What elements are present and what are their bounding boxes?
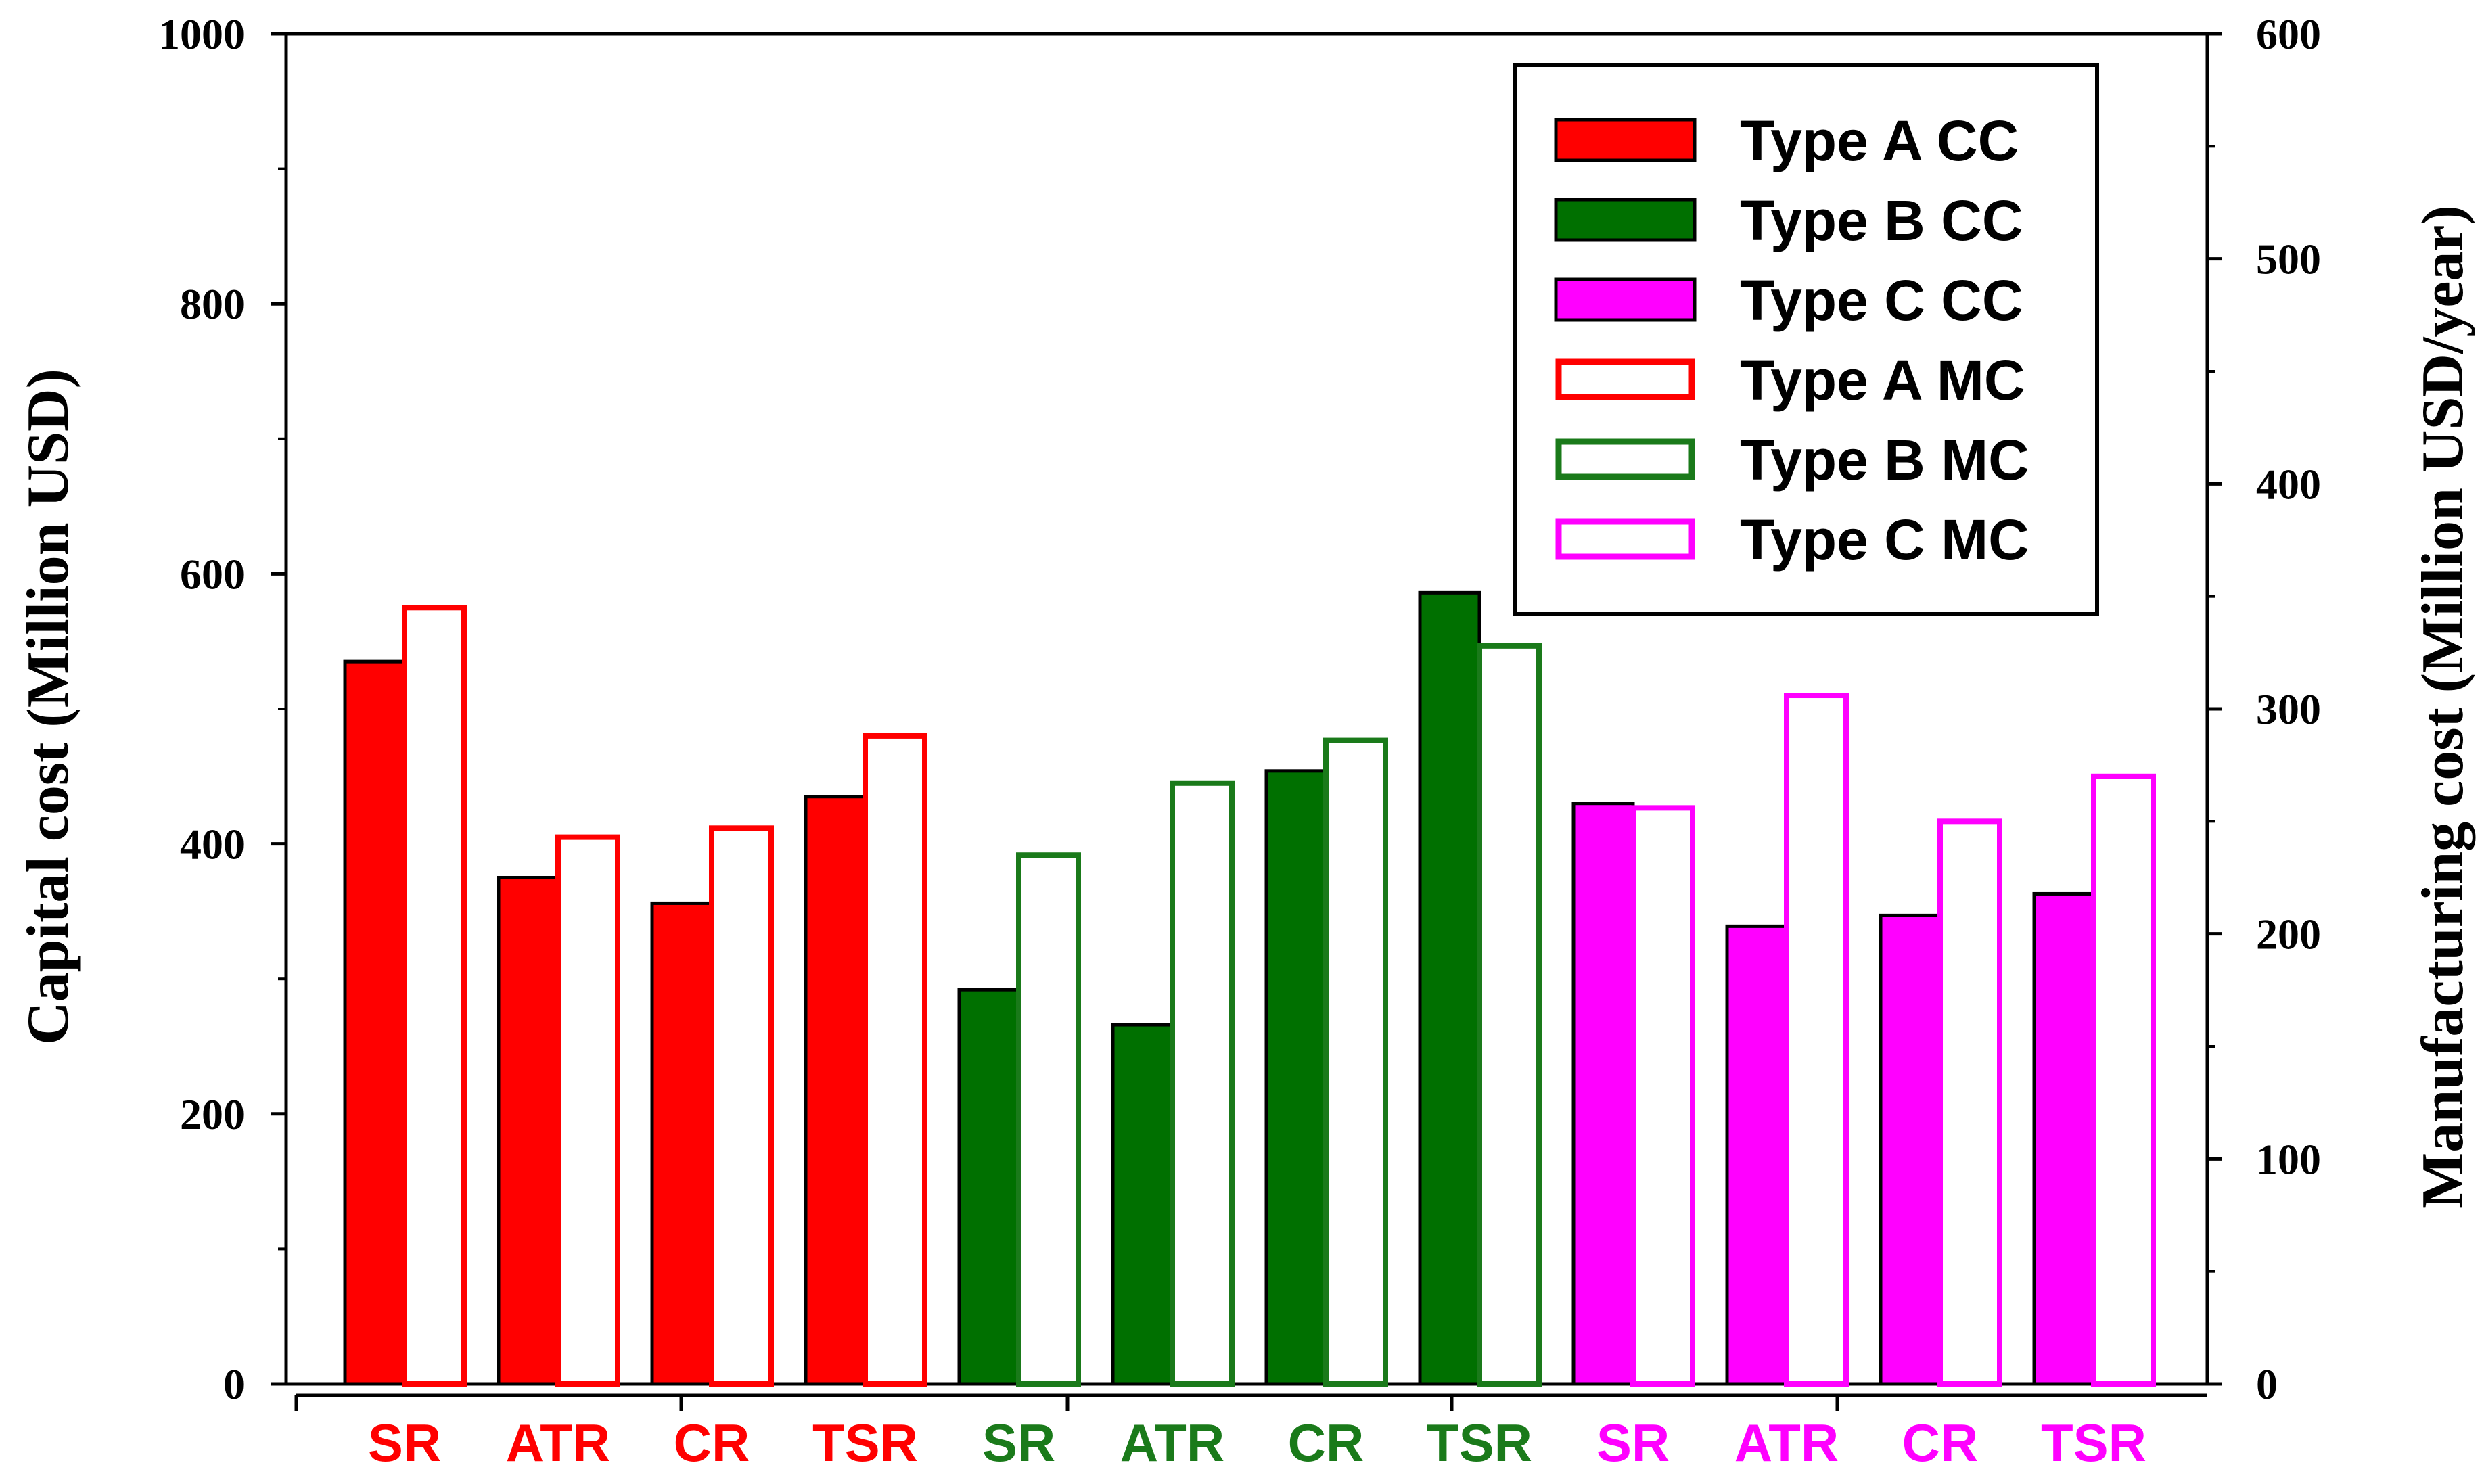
- left-axis-title: Capital cost (Million USD): [16, 369, 81, 1045]
- category-label: TSR: [812, 1413, 918, 1473]
- legend: Type A CC Type B CC Type C CC Type A MC Type…: [1513, 63, 2099, 616]
- category-label: CR: [674, 1413, 750, 1473]
- legend-swatch-outline: [1555, 518, 1695, 560]
- category-label: ATR: [1120, 1413, 1225, 1473]
- left-tick-label: 400: [180, 820, 245, 868]
- left-tick-label: 0: [223, 1360, 245, 1408]
- axes: SR ATR CR TSR SR ATR CR TSR SR ATR CR TSR 0 200 400 600…: [16, 10, 2476, 1473]
- bar-cc-type-b-cr: [1264, 769, 1328, 1386]
- legend-label: Type C MC: [1740, 508, 2029, 572]
- category-label: SR: [368, 1413, 441, 1473]
- bar-cc-type-c-sr: [1571, 802, 1635, 1386]
- bar-cc-type-a-tsr: [804, 795, 867, 1386]
- left-tick-label: 600: [180, 550, 245, 598]
- left-tick-label: 800: [180, 280, 245, 328]
- left-tick-label: 200: [180, 1090, 245, 1138]
- bar-cc-type-a-atr: [497, 876, 560, 1386]
- category-label: CR: [1288, 1413, 1364, 1473]
- bar-cc-type-b-sr: [957, 988, 1021, 1386]
- bar-cc-type-c-atr: [1725, 924, 1789, 1386]
- category-label: SR: [1596, 1413, 1670, 1473]
- legend-swatch-outline: [1555, 438, 1695, 480]
- right-tick-label: 200: [2256, 910, 2321, 958]
- legend-label: Type B CC: [1740, 189, 2023, 252]
- bars: [343, 590, 2156, 1387]
- legend-swatch-filled: [1554, 277, 1697, 322]
- legend-label: Type C CC: [1740, 269, 2023, 332]
- bar-mc-type-c-tsr: [2091, 773, 2156, 1387]
- legend-label: Type B MC: [1740, 428, 2029, 492]
- bar-cc-type-b-atr: [1111, 1023, 1174, 1386]
- right-tick-label: 100: [2256, 1135, 2321, 1183]
- right-tick-label: 500: [2256, 235, 2321, 283]
- bar-cc-type-c-tsr: [2032, 891, 2096, 1386]
- legend-swatch-outline: [1555, 358, 1695, 400]
- right-tick-label: 300: [2256, 685, 2321, 733]
- legend-label: Type A CC: [1740, 109, 2019, 172]
- right-tick-label: 600: [2256, 10, 2321, 58]
- bar-cc-type-c-cr: [1879, 913, 1942, 1386]
- bar-mc-type-a-tsr: [862, 733, 927, 1387]
- bar-mc-type-b-sr: [1016, 852, 1081, 1387]
- category-label: ATR: [506, 1413, 611, 1473]
- legend-label: Type A MC: [1740, 348, 2025, 412]
- bar-cc-type-b-tsr: [1418, 590, 1481, 1386]
- right-tick-label: 400: [2256, 460, 2321, 508]
- bar-cc-type-a-cr: [650, 901, 714, 1386]
- category-label: TSR: [1427, 1413, 1532, 1473]
- legend-swatch-filled: [1554, 118, 1697, 162]
- bar-mc-type-a-sr: [402, 605, 467, 1387]
- bar-mc-type-b-cr: [1323, 737, 1388, 1387]
- bar-mc-type-c-cr: [1937, 818, 2002, 1387]
- right-tick-label: 0: [2256, 1360, 2278, 1408]
- bar-mc-type-b-tsr: [1477, 643, 1542, 1387]
- bar-mc-type-b-atr: [1170, 780, 1235, 1387]
- bar-cc-type-a-sr: [343, 659, 407, 1386]
- bar-mc-type-a-cr: [709, 825, 774, 1387]
- legend-swatch-filled: [1554, 198, 1697, 242]
- left-tick-label: 1000: [158, 10, 245, 58]
- category-label: TSR: [2041, 1413, 2146, 1473]
- right-axis-title: Manufacturing cost (Million USD/year): [2410, 205, 2476, 1209]
- bar-mc-type-c-sr: [1630, 805, 1695, 1387]
- category-label: CR: [1902, 1413, 1979, 1473]
- category-label: ATR: [1734, 1413, 1839, 1473]
- category-label: SR: [982, 1413, 1055, 1473]
- bar-mc-type-c-atr: [1784, 693, 1849, 1387]
- bar-mc-type-a-atr: [555, 834, 620, 1387]
